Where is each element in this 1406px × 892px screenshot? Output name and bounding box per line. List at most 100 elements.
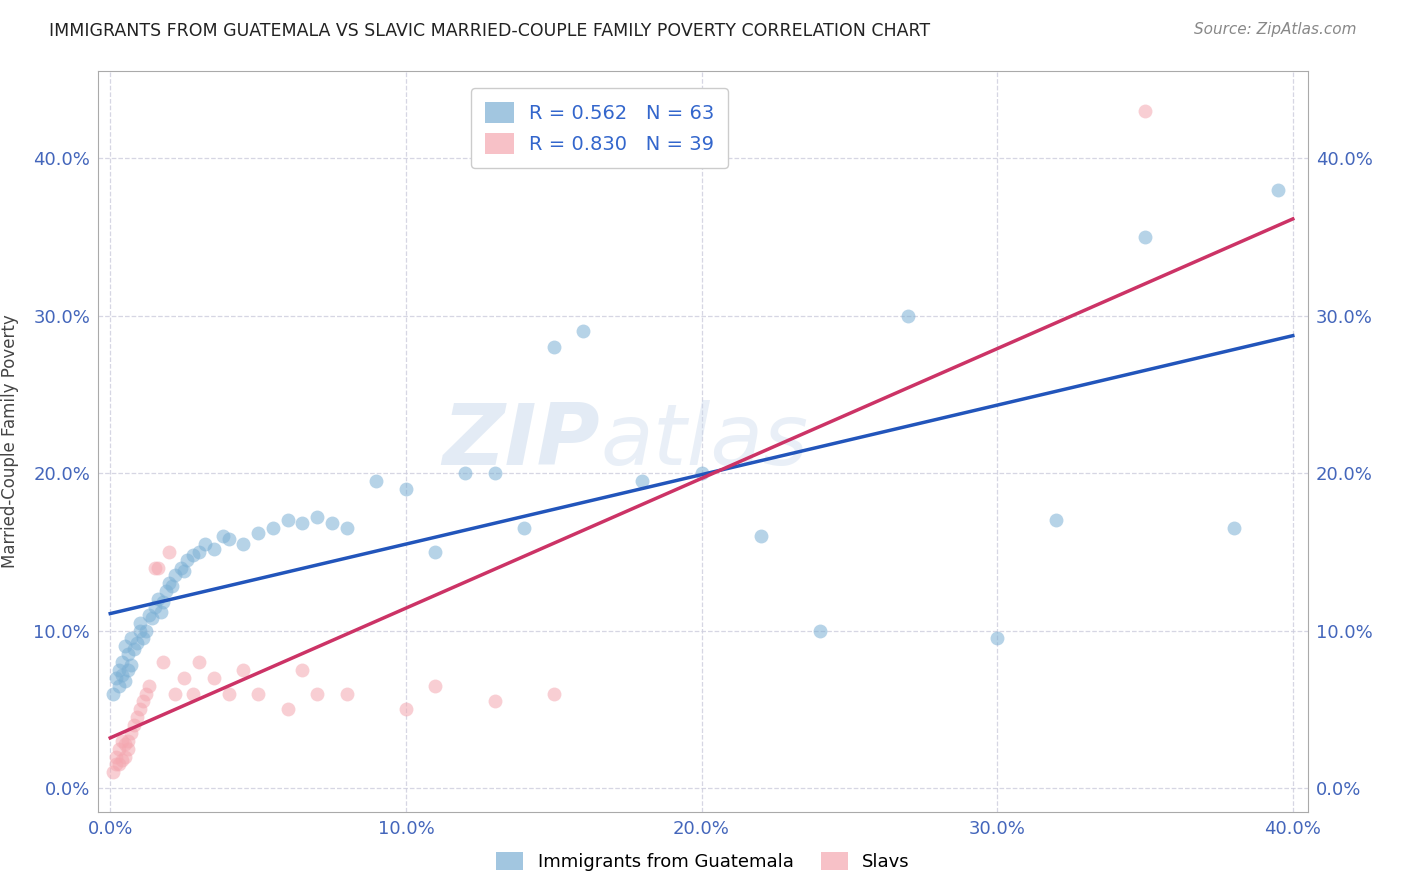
Point [1045, 513, 1067, 527]
Point [366, 474, 388, 488]
Point [232, 663, 254, 677]
Point [211, 529, 233, 543]
Point [218, 687, 240, 701]
Point [484, 694, 506, 708]
Point [749, 529, 772, 543]
Point [262, 521, 284, 535]
Point [143, 560, 166, 574]
Point [105, 671, 128, 685]
Point [117, 741, 139, 756]
Point [117, 647, 139, 661]
Point [336, 687, 359, 701]
Point [117, 734, 139, 748]
Point [152, 595, 174, 609]
Point [425, 679, 447, 693]
Point [103, 765, 125, 780]
Point [132, 694, 155, 708]
Point [897, 309, 920, 323]
Point [170, 560, 193, 574]
Point [138, 607, 160, 622]
Point [105, 757, 128, 772]
Point [157, 545, 180, 559]
Point [162, 579, 184, 593]
Point [513, 521, 536, 535]
Point [307, 510, 329, 524]
Point [111, 734, 134, 748]
Text: IMMIGRANTS FROM GUATEMALA VS SLAVIC MARRIED-COUPLE FAMILY POVERTY CORRELATION CH: IMMIGRANTS FROM GUATEMALA VS SLAVIC MARR… [49, 22, 931, 40]
Point [484, 466, 506, 480]
Point [128, 615, 150, 630]
Legend: Immigrants from Guatemala, Slavs: Immigrants from Guatemala, Slavs [489, 845, 917, 879]
Point [218, 532, 240, 546]
Text: ZIP: ZIP [443, 400, 600, 483]
Point [122, 642, 145, 657]
Point [1222, 521, 1244, 535]
Point [114, 640, 136, 654]
Point [425, 545, 447, 559]
Point [291, 516, 314, 531]
Point [111, 667, 134, 681]
Point [277, 702, 299, 716]
Point [114, 673, 136, 688]
Point [986, 632, 1008, 646]
Point [543, 687, 565, 701]
Point [247, 525, 270, 540]
Point [135, 624, 157, 638]
Point [108, 663, 131, 677]
Point [1133, 103, 1156, 118]
Point [114, 737, 136, 751]
Point [1267, 182, 1289, 196]
Point [181, 548, 204, 562]
Point [152, 655, 174, 669]
Point [120, 658, 142, 673]
Point [572, 324, 595, 338]
Point [114, 749, 136, 764]
Point [194, 537, 217, 551]
Point [181, 687, 204, 701]
Point [155, 584, 177, 599]
Point [125, 710, 148, 724]
Point [187, 545, 209, 559]
Point [108, 757, 131, 772]
Point [690, 466, 713, 480]
Y-axis label: Married-Couple Family Poverty: Married-Couple Family Poverty [1, 315, 20, 568]
Point [176, 552, 198, 566]
Point [128, 702, 150, 716]
Point [247, 687, 270, 701]
Point [291, 663, 314, 677]
Point [157, 576, 180, 591]
Point [128, 624, 150, 638]
Point [454, 466, 477, 480]
Point [103, 687, 125, 701]
Point [1133, 229, 1156, 244]
Point [187, 655, 209, 669]
Point [631, 474, 654, 488]
Legend: R = 0.562   N = 63, R = 0.830   N = 39: R = 0.562 N = 63, R = 0.830 N = 39 [471, 88, 728, 168]
Point [143, 599, 166, 614]
Point [132, 632, 155, 646]
Point [336, 521, 359, 535]
Point [307, 687, 329, 701]
Point [108, 679, 131, 693]
Point [395, 702, 418, 716]
Point [232, 537, 254, 551]
Point [122, 718, 145, 732]
Point [117, 663, 139, 677]
Point [146, 592, 169, 607]
Point [543, 340, 565, 354]
Point [138, 679, 160, 693]
Point [165, 568, 187, 582]
Point [173, 564, 195, 578]
Point [165, 687, 187, 701]
Text: atlas: atlas [600, 400, 808, 483]
Point [149, 605, 172, 619]
Point [202, 671, 225, 685]
Point [321, 516, 343, 531]
Point [120, 726, 142, 740]
Point [277, 513, 299, 527]
Text: Source: ZipAtlas.com: Source: ZipAtlas.com [1194, 22, 1357, 37]
Point [808, 624, 831, 638]
Point [173, 671, 195, 685]
Point [141, 611, 163, 625]
Point [111, 655, 134, 669]
